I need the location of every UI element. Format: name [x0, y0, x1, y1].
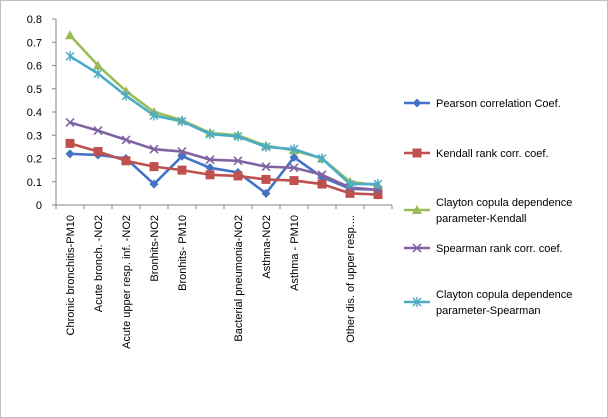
legend-item-2: Kendall rank corr. coef. [404, 148, 549, 160]
data-point [233, 156, 243, 166]
data-point [345, 188, 355, 198]
marker-stroke [93, 126, 103, 136]
data-point [205, 163, 215, 173]
series-3 [65, 30, 383, 190]
marker-stroke [317, 170, 327, 180]
data-point [149, 162, 159, 172]
data-point [205, 129, 215, 140]
data-point [373, 179, 383, 190]
plot-area: 0 0.1 0.2 0.3 0.4 0.5 0.6 0.7 0.8 Chronic bronchi… [27, 14, 393, 349]
marker-stroke [233, 156, 243, 166]
marker-stroke [177, 146, 187, 157]
legend-item-5: Clayton copula dependence parameter-Spear… [404, 289, 572, 317]
marker-stroke [205, 155, 215, 165]
series-line [69, 55, 378, 186]
data-point [149, 144, 159, 154]
marker-stroke [289, 163, 299, 173]
series-line [69, 142, 379, 196]
series-5 [65, 51, 383, 190]
data-point [205, 170, 215, 180]
x-tick-label: Bacterial pneumonia-NO2 [233, 215, 245, 342]
y-tick-label: 0.8 [27, 14, 42, 26]
x-tick-label: Bronhits-NO2 [149, 215, 161, 282]
data-point [93, 68, 103, 79]
series-line [69, 121, 379, 192]
data-point [121, 90, 131, 101]
data-point [93, 147, 103, 157]
y-tick-label: 0.3 [27, 130, 42, 142]
legend-marker [412, 148, 422, 158]
data-point [233, 171, 243, 181]
x-tick-label: Acute bronch. -NO2 [93, 215, 105, 312]
y-tick-label: 0.7 [27, 37, 42, 49]
data-point [121, 156, 131, 166]
data-point [289, 144, 299, 155]
data-point [93, 126, 103, 136]
data-point [149, 179, 159, 189]
data-point [177, 165, 187, 175]
data-point [289, 152, 299, 162]
y-tick-label: 0.1 [27, 177, 42, 189]
y-tick-label: 0.6 [27, 61, 42, 73]
legend-label: Clayton copula dependence [436, 289, 572, 301]
legend-marker [412, 243, 422, 253]
data-point [177, 116, 187, 127]
x-tick-label: Asthma - PM10 [289, 215, 301, 291]
data-point [373, 190, 383, 200]
y-tick-label: 0 [36, 200, 42, 212]
data-point [233, 131, 243, 142]
data-point [149, 110, 159, 121]
legend-item-4: Spearman rank corr. coef. [404, 243, 563, 255]
series-2 [65, 138, 383, 200]
series-line [69, 34, 379, 187]
legend-item-1: Pearson correlation Coef. [404, 98, 561, 110]
legend-marker [412, 297, 422, 307]
x-tick-label: Asthma-NO2 [261, 215, 273, 279]
data-point [345, 179, 355, 190]
data-point [289, 163, 299, 173]
marker-stroke [261, 162, 271, 172]
data-point [121, 135, 131, 145]
data-point [177, 146, 187, 157]
legend-label: Spearman rank corr. coef. [436, 243, 563, 255]
data-point [65, 117, 75, 128]
data-point [261, 188, 271, 198]
data-point [205, 155, 215, 165]
legend-label: parameter-Kendall [436, 213, 527, 225]
legend-label: Kendall rank corr. coef. [436, 148, 549, 160]
legend-marker [412, 205, 422, 214]
data-point [65, 51, 75, 62]
data-point [261, 174, 271, 184]
data-point [65, 30, 75, 40]
legend-item-3: Clayton copula dependence parameter-Kenda… [404, 197, 572, 225]
legend-marker [412, 98, 422, 108]
data-point [317, 153, 327, 164]
marker-stroke [412, 243, 422, 253]
marker-stroke [121, 135, 131, 145]
data-point [93, 60, 103, 70]
y-tick-label: 0.4 [27, 107, 42, 119]
x-tick-label: Other dis. of upper resp.... [345, 215, 357, 343]
data-point [317, 179, 327, 189]
data-point [317, 170, 327, 180]
data-point [65, 138, 75, 148]
legend-label: Pearson correlation Coef. [436, 98, 561, 110]
y-tick-label: 0.5 [27, 84, 42, 96]
data-point [261, 141, 271, 152]
data-point [261, 162, 271, 172]
y-tick-label: 0.2 [27, 154, 42, 166]
x-tick-label: Bronhits- PM10 [177, 215, 189, 291]
x-tick-label: Chronic bronchitis-PM10 [65, 215, 77, 335]
marker-stroke [149, 144, 159, 154]
data-point [65, 149, 75, 159]
marker-stroke [65, 117, 75, 128]
legend: Pearson correlation Coef. Kendall rank co… [404, 98, 572, 317]
series-4 [65, 117, 383, 195]
data-point [289, 176, 299, 186]
legend-label: Clayton copula dependence [436, 197, 572, 209]
x-tick-label: Acute upper resp. inf. -NO2 [121, 215, 133, 349]
legend-label: parameter-Spearman [436, 305, 541, 317]
